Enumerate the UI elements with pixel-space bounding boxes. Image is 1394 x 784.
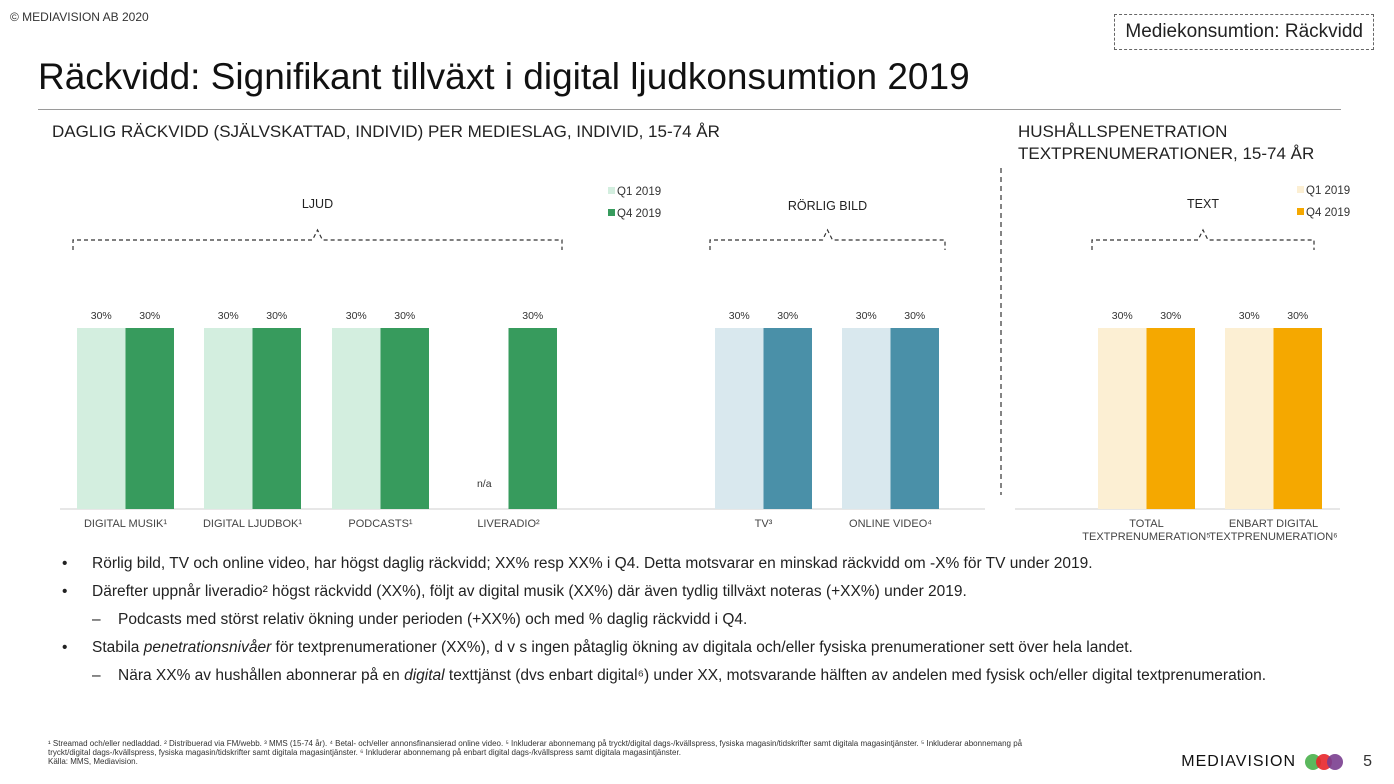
bullet-text: Stabila penetrationsnivåer för textprenu… (92, 634, 1133, 662)
category-label: PODCASTS¹ (348, 518, 413, 530)
category-label: ONLINE VIDEO⁴ (849, 518, 932, 530)
mediavision-logo-icon (1305, 754, 1343, 770)
bullet-text: Podcasts med störst relativ ökning under… (118, 611, 748, 628)
brand-name: MEDIAVISION (1181, 753, 1296, 770)
legend-label: Q4 2019 (1306, 207, 1350, 219)
page-title: Räckvidd: Signifikant tillväxt i digital… (38, 56, 970, 97)
title-divider (38, 109, 1341, 110)
group-label: RÖRLIG BILD (788, 199, 867, 213)
group-label: LJUD (302, 197, 333, 211)
section-tag: Mediekonsumtion: Räckvidd (1114, 14, 1374, 50)
footnote-source: Källa: MMS, Mediavision. (48, 757, 138, 766)
legend-label: Q1 2019 (1306, 185, 1350, 197)
bar (1225, 328, 1274, 509)
bar (1098, 328, 1147, 509)
bar (763, 328, 812, 509)
bullet-text-part: texttjänst (dvs enbart digital⁶) under X… (444, 667, 1267, 684)
bar (715, 328, 764, 509)
category-label: LIVERADIO² (477, 518, 540, 530)
bar (125, 328, 174, 509)
bar-value-label: 30% (346, 310, 367, 322)
footnotes: ¹ Streamad och/eller nedladdad. ² Distri… (48, 739, 1158, 766)
bar (1146, 328, 1195, 509)
page-number: 5 (1363, 753, 1372, 770)
bar-value-label: 30% (777, 310, 798, 322)
bar-chart: 30% 30% DIGITAL MUSIK¹ 30% 30% DIGITAL LJUDBO… (60, 168, 1350, 543)
bar (204, 328, 253, 509)
brand: MEDIAVISION (1181, 753, 1344, 771)
bullet-list: • Rörlig bild, TV och online video, har h… (62, 550, 1362, 690)
bar (77, 328, 126, 509)
category-label: TV³ (755, 518, 773, 530)
legend-swatch (1297, 208, 1304, 215)
bar (508, 328, 557, 509)
footnote-line: ¹ Streamad och/eller nedladdad. ² Distri… (48, 739, 1023, 748)
bar-value-label: 30% (1287, 310, 1308, 322)
bar (842, 328, 891, 509)
bar-value-label: 30% (266, 310, 287, 322)
group-label: TEXT (1187, 197, 1219, 211)
bullet-marker: • (62, 639, 68, 656)
copyright-text: © MEDIAVISION AB 2020 (10, 10, 149, 24)
bullet-text: Rörlig bild, TV och online video, har hö… (92, 555, 1093, 572)
legend-swatch (1297, 186, 1304, 193)
bar (332, 328, 381, 509)
sub-bullet-item: – Podcasts med störst relativ ökning unde… (62, 606, 1362, 634)
bullet-marker: • (62, 583, 68, 600)
category-label: DIGITAL MUSIK¹ (84, 518, 167, 530)
bar-value-label: 30% (856, 310, 877, 322)
bar (380, 328, 429, 509)
bullet-text-part: Stabila (92, 639, 144, 656)
category-label: TOTAL (1129, 518, 1163, 530)
category-label: DIGITAL LJUDBOK¹ (203, 518, 302, 530)
bar-value-label: 30% (91, 310, 112, 322)
bullet-item: • Därefter uppnår liveradio² högst räckvi… (62, 578, 1362, 606)
bar-value-label: 30% (522, 310, 543, 322)
sub-bullet-item: – Nära XX% av hushållen abonnerar på en d… (62, 662, 1362, 690)
category-label: ENBART DIGITAL (1229, 518, 1318, 530)
bullet-marker: – (92, 611, 101, 628)
group-bracket (709, 228, 946, 250)
bar-value-label: 30% (904, 310, 925, 322)
legend-label: Q1 2019 (617, 186, 661, 198)
bar (1273, 328, 1322, 509)
bar-value-label: n/a (477, 478, 492, 490)
legend-label: Q4 2019 (617, 208, 661, 220)
bar-value-label: 30% (729, 310, 750, 322)
group-bracket (72, 228, 563, 250)
bar-value-label: 30% (1160, 310, 1181, 322)
category-label: TEXTPRENUMERATION⁵ (1082, 531, 1210, 543)
bullet-text-emphasis: digital (404, 667, 445, 684)
bullet-marker: – (92, 667, 101, 684)
bullet-marker: • (62, 555, 68, 572)
bar-value-label: 30% (394, 310, 415, 322)
bullet-text: Därefter uppnår liveradio² högst räckvid… (92, 583, 967, 600)
bullet-text-emphasis: penetrationsnivåer (143, 639, 272, 656)
right-panel-subtitle-line2: TEXTPRENUMERATIONER, 15-74 ÅR (1018, 144, 1315, 163)
bullet-item: • Rörlig bild, TV och online video, har h… (62, 550, 1362, 578)
right-panel-subtitle-line1: HUSHÅLLSPENETRATION (1018, 122, 1228, 141)
footnote-line: tryckt/digital dags-/kvällspress, fysisk… (48, 748, 681, 757)
bullet-text-part: Nära XX% av hushållen abonnerar på en (118, 667, 405, 684)
bar-value-label: 30% (1239, 310, 1260, 322)
bar-value-label: 30% (1112, 310, 1133, 322)
legend-swatch (608, 187, 615, 194)
bullet-text: Nära XX% av hushållen abonnerar på en di… (118, 662, 1266, 690)
bar-value-label: 30% (139, 310, 160, 322)
bullet-text-part: för textprenumerationer (XX%), d v s ing… (271, 639, 1133, 656)
category-label: TEXTPRENUMERATION⁶ (1209, 531, 1337, 543)
left-panel-subtitle: DAGLIG RÄCKVIDD (SJÄLVSKATTAD, INDIVID) … (52, 122, 720, 141)
group-bracket (1091, 228, 1315, 250)
bar (890, 328, 939, 509)
bullet-item: • Stabila penetrationsnivåer för textpren… (62, 634, 1362, 662)
bar (252, 328, 301, 509)
bar-value-label: 30% (218, 310, 239, 322)
legend-swatch (608, 209, 615, 216)
